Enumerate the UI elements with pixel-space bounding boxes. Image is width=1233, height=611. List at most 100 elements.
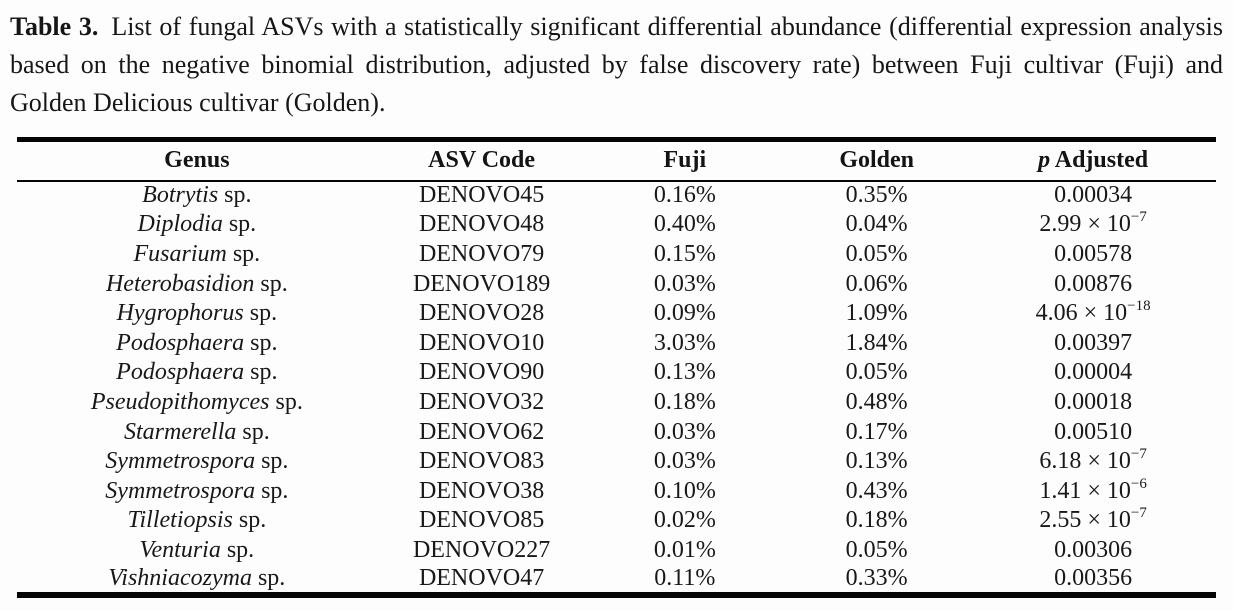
fungal-asv-table: Genus ASV Code Fuji Golden p Adjusted Bo… [17,137,1216,599]
asv-code-cell: DENOVO227 [412,536,551,563]
fuji-cell: 0.02% [653,507,716,534]
p-value: 2.55 × 10 [1039,507,1131,534]
table-row: Symmetrospora sp. DENOVO38 0.10% 0.43% 1… [17,476,1216,506]
asv-code-cell: DENOVO28 [418,300,545,327]
p-value: 0.00306 [1054,536,1133,563]
genus-name: Pseudopithomyces [90,388,270,415]
genus-cell: Fusarium sp. [17,240,377,270]
golden-cell: 0.05% [845,240,908,267]
asv-code-cell: DENOVO83 [418,448,545,475]
p-adjusted-cell: 0.00018 [970,388,1216,418]
genus-name: Diplodia [137,211,223,238]
asv-code-cell: DENOVO62 [418,418,545,445]
p-adjusted-cell: 4.06 × 10−18 [970,299,1216,329]
genus-cell: Botrytis sp. [17,181,377,211]
p-header-italic: p [1038,147,1051,174]
genus-name: Tilletiopsis [127,507,233,534]
genus-name: Fusarium [133,240,227,267]
p-adjusted-cell: 0.00004 [970,358,1216,388]
fuji-cell: 0.03% [653,270,716,297]
p-adjusted-cell: 0.00356 [970,565,1216,595]
genus-cell: Symmetrospora sp. [17,447,377,477]
golden-cell: 0.05% [845,359,908,386]
genus-sp: sp. [250,329,278,356]
table-row: Heterobasidion sp. DENOVO189 0.03% 0.06%… [17,269,1216,299]
p-exponent: −7 [1130,209,1147,226]
genus-sp: sp. [224,182,252,209]
genus-cell: Diplodia sp. [17,210,377,240]
asv-code-cell: DENOVO189 [412,270,551,297]
fuji-cell: 0.18% [653,388,716,415]
col-header-golden: Golden [783,139,971,182]
genus-sp: sp. [261,448,289,475]
genus-name: Botrytis [142,182,219,209]
p-adjusted-cell: 2.99 × 10−7 [970,210,1216,240]
table-row: Podosphaera sp. DENOVO90 0.13% 0.05% 0.0… [17,358,1216,388]
genus-name: Venturia [139,536,221,563]
genus-cell: Starmerella sp. [17,417,377,447]
p-value: 0.00578 [1054,240,1133,267]
p-adjusted-cell: 0.00397 [970,328,1216,358]
fuji-cell: 0.10% [653,477,716,504]
golden-cell: 0.05% [845,536,908,563]
table-row: Vishniacozyma sp. DENOVO47 0.11% 0.33% 0… [17,565,1216,595]
p-value: 0.00397 [1054,329,1133,356]
genus-sp: sp. [228,211,257,238]
genus-sp: sp. [226,536,255,563]
golden-cell: 0.33% [845,565,908,592]
fuji-cell: 0.03% [653,418,716,445]
genus-sp: sp. [257,565,286,592]
golden-cell: 0.48% [845,388,908,415]
p-adjusted-cell: 0.00510 [970,417,1216,447]
table-row: Symmetrospora sp. DENOVO83 0.03% 0.13% 6… [17,447,1216,477]
p-adjusted-cell: 0.00034 [970,181,1216,211]
table-row: Fusarium sp. DENOVO79 0.15% 0.05% 0.0057… [17,240,1216,270]
p-adjusted-cell: 0.00306 [970,536,1216,566]
genus-name: Hygrophorus [116,300,244,327]
p-value: 4.06 × 10 [1035,300,1128,327]
col-header-fuji: Fuji [586,139,784,182]
genus-cell: Podosphaera sp. [17,328,377,358]
genus-cell: Symmetrospora sp. [17,476,377,506]
p-value: 1.41 × 10 [1039,477,1131,504]
caption-label: Table 3. [10,12,99,41]
p-exponent: −7 [1130,446,1147,463]
genus-cell: Venturia sp. [17,536,377,566]
asv-code-cell: DENOVO90 [418,359,545,386]
p-adjusted-cell: 6.18 × 10−7 [970,447,1216,477]
p-value: 0.00018 [1054,388,1133,415]
asv-code-cell: DENOVO32 [418,388,545,415]
p-exponent: −18 [1127,298,1151,315]
p-value: 0.00356 [1054,565,1133,592]
header-row: Genus ASV Code Fuji Golden p Adjusted [17,139,1216,182]
table-row: Venturia sp. DENOVO227 0.01% 0.05% 0.003… [17,536,1216,566]
p-value: 6.18 × 10 [1039,448,1131,475]
p-value: 0.00510 [1054,418,1133,445]
genus-sp: sp. [249,300,278,327]
genus-cell: Pseudopithomyces sp. [17,388,377,418]
table-row: Pseudopithomyces sp. DENOVO32 0.18% 0.48… [17,388,1216,418]
genus-name: Vishniacozyma [108,565,252,592]
asv-code-cell: DENOVO45 [418,182,545,209]
p-value: 0.00004 [1054,359,1133,386]
table-row: Starmerella sp. DENOVO62 0.03% 0.17% 0.0… [17,417,1216,447]
asv-code-cell: DENOVO38 [418,477,545,504]
table-row: Botrytis sp. DENOVO45 0.16% 0.35% 0.0003… [17,181,1216,211]
caption-text: List of fungal ASVs with a statistically… [10,12,1223,117]
genus-sp: sp. [238,507,267,534]
fuji-cell: 0.09% [653,300,716,327]
asv-code-cell: DENOVO79 [418,240,545,267]
p-value: 0.00034 [1054,182,1133,209]
genus-cell: Vishniacozyma sp. [17,565,377,595]
fuji-cell: 0.15% [653,240,716,267]
golden-cell: 1.09% [845,300,908,327]
col-header-asv-code: ASV Code [376,139,587,182]
golden-cell: 0.18% [845,507,908,534]
table-row: Podosphaera sp. DENOVO10 3.03% 1.84% 0.0… [17,328,1216,358]
fuji-cell: 3.03% [653,329,716,356]
genus-sp: sp. [261,477,289,504]
asv-code-cell: DENOVO48 [418,211,545,238]
fuji-cell: 0.16% [653,182,716,209]
genus-sp: sp. [242,418,270,445]
genus-cell: Podosphaera sp. [17,358,377,388]
